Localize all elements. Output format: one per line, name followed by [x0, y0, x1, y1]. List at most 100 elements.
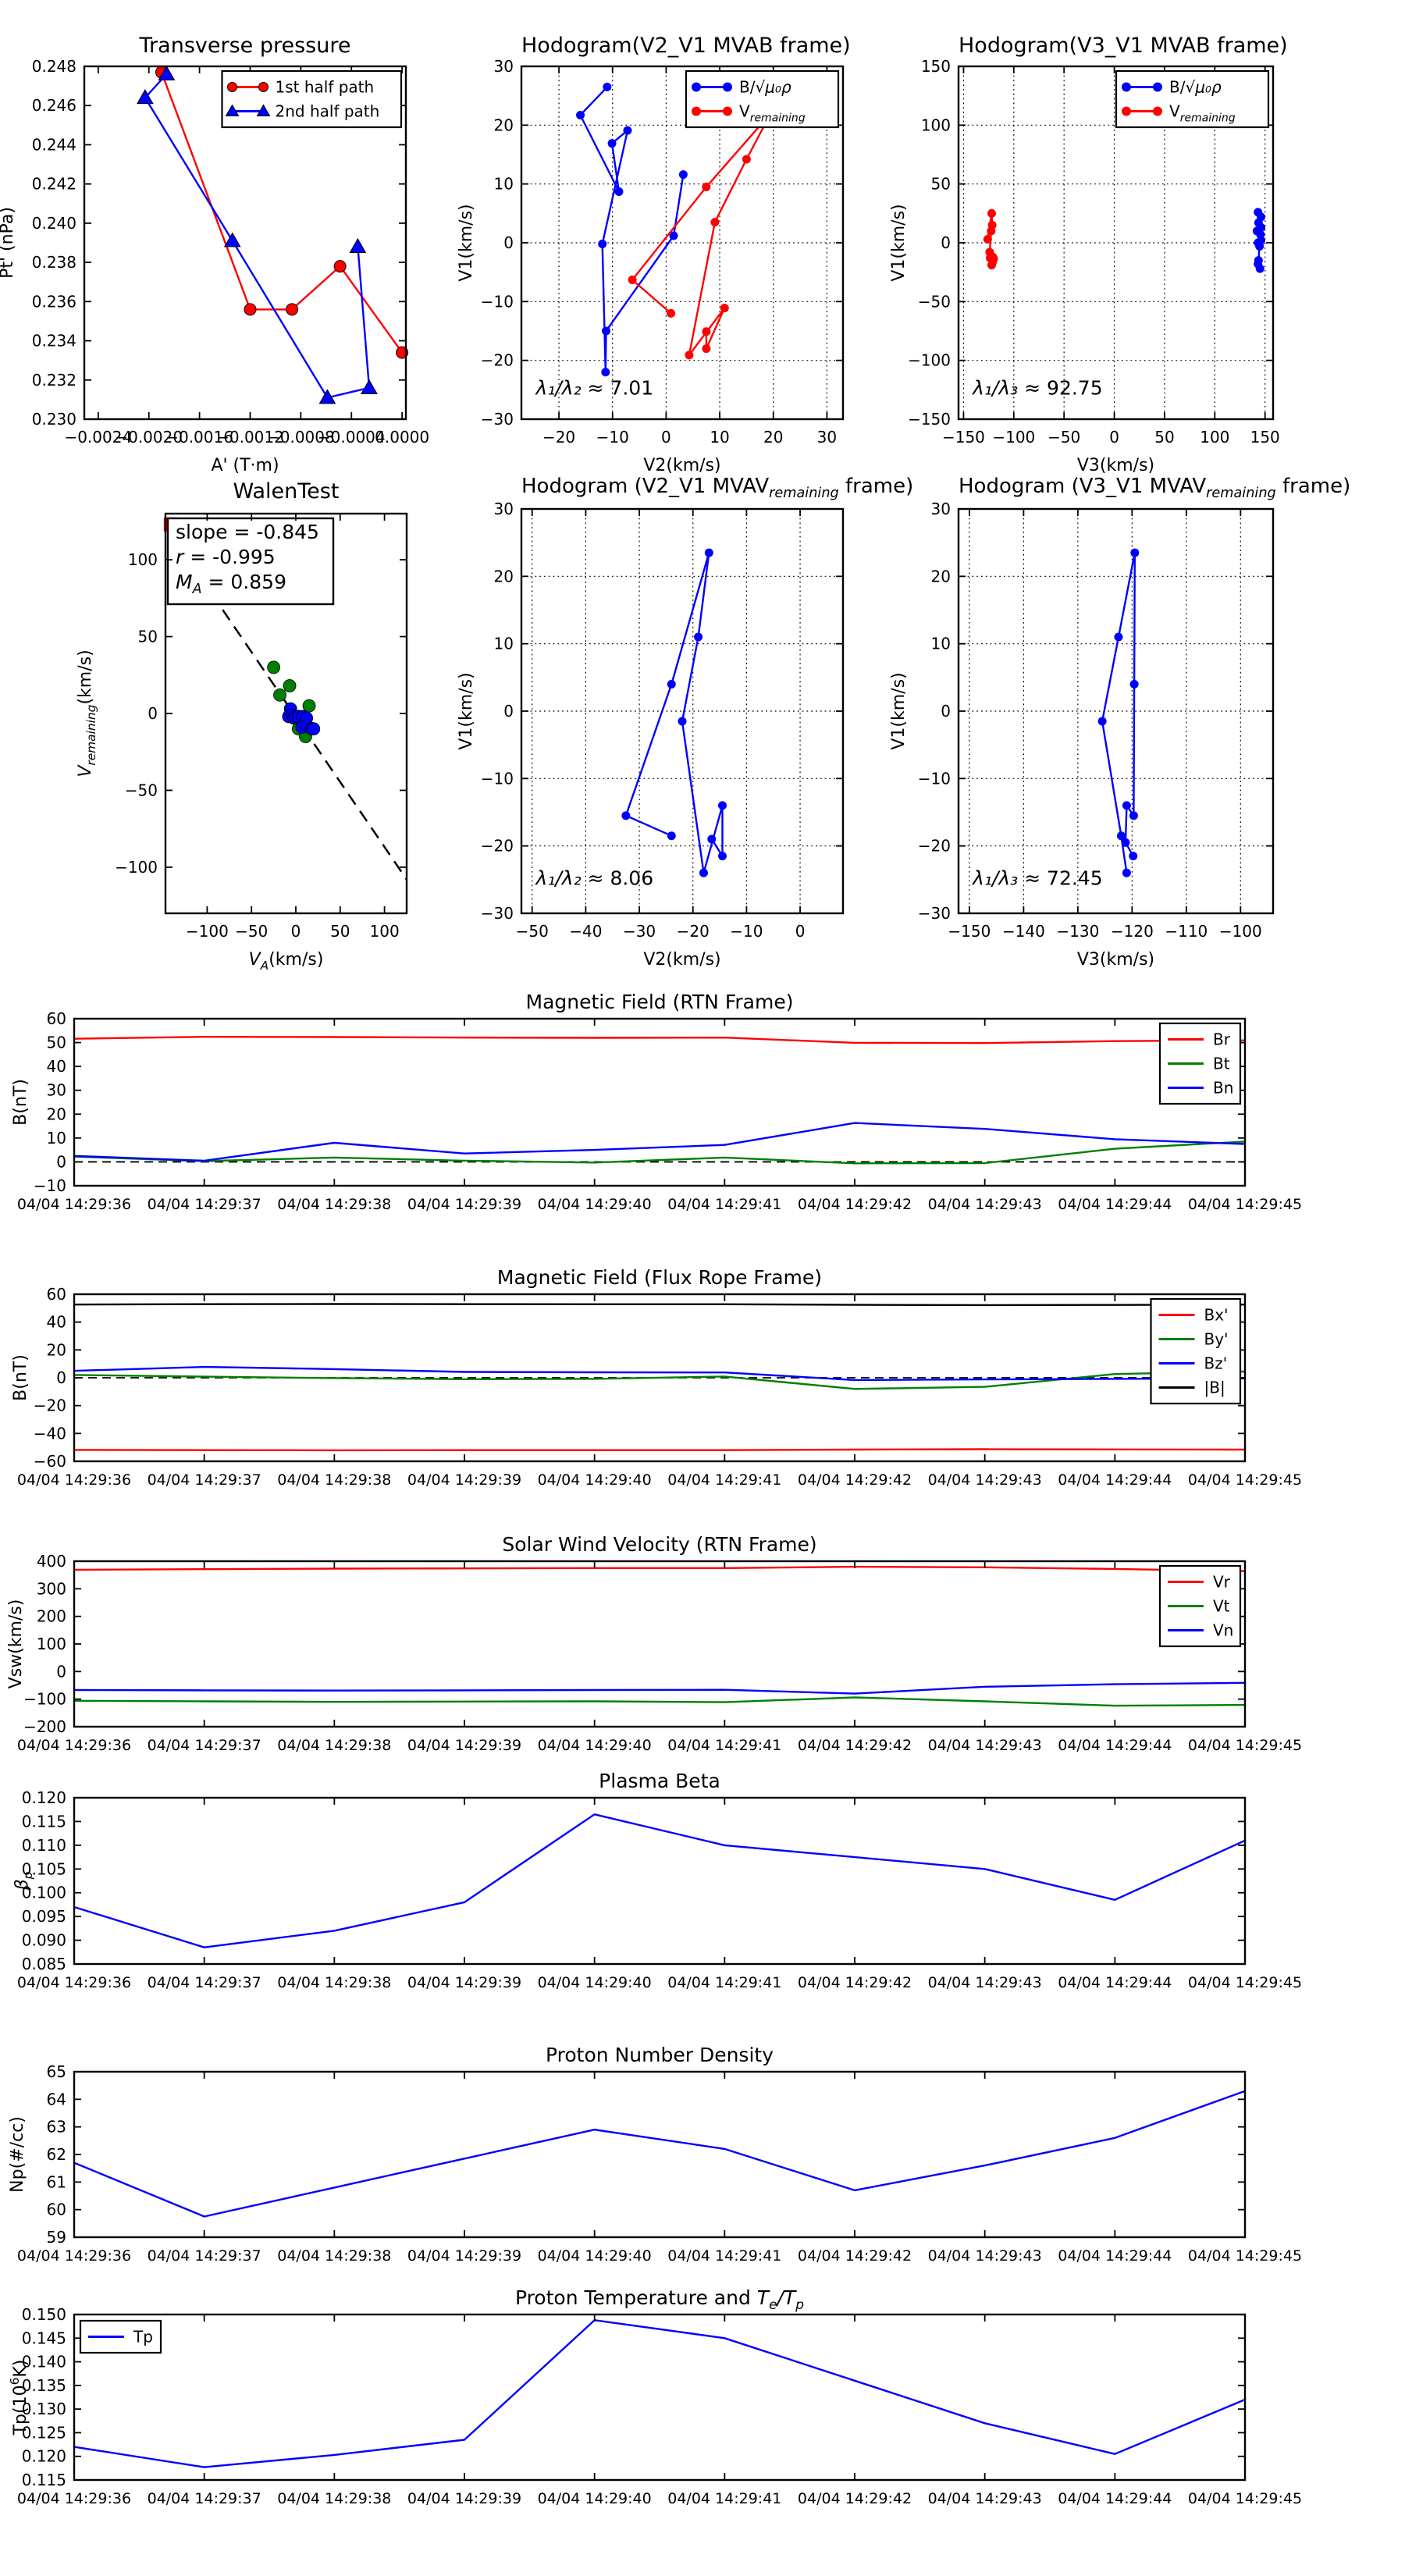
svg-text:2nd half path: 2nd half path	[276, 102, 380, 121]
legend-entry-vremaining: Vremaining	[692, 102, 806, 125]
panel-mag-rtn: 04/04 14:29:36 04/04 14:29:37 04/04 14:29:…	[11, 1009, 1302, 1213]
tick-labels: −150 −140 −130 −120 −110 −100 30 20 10 0 −10 −20 −30	[918, 500, 1262, 941]
svg-text:Vremaining(km/s): Vremaining(km/s)	[76, 649, 98, 777]
svg-text:04/04 14:29:43: 04/04 14:29:43	[928, 1471, 1042, 1489]
svg-text:−0.0016: −0.0016	[165, 428, 233, 447]
tick-labels: −0.0024−0.0020−0.0016−0.0012−0.0008−0.00…	[32, 57, 429, 447]
svg-text:60: 60	[47, 1285, 66, 1304]
svg-text:04/04 14:29:41: 04/04 14:29:41	[667, 1196, 781, 1213]
svg-text:60: 60	[47, 2201, 66, 2219]
proton-temp-title: Proton Temperature and Te/Tp	[514, 2286, 805, 2313]
ticks	[84, 66, 406, 420]
svg-text:0.230: 0.230	[32, 410, 76, 429]
svg-text:−100: −100	[23, 1690, 66, 1709]
svg-text:slope = -0.845: slope = -0.845	[176, 521, 319, 543]
svg-text:04/04 14:29:38: 04/04 14:29:38	[277, 1471, 391, 1489]
svg-text:04/04 14:29:42: 04/04 14:29:42	[798, 1196, 912, 1213]
svg-text:−10: −10	[481, 769, 514, 788]
svg-text:10: 10	[494, 635, 514, 653]
svg-text:04/04 14:29:38: 04/04 14:29:38	[277, 1196, 391, 1213]
legend-entry-bn: Bn	[1168, 1079, 1233, 1098]
svg-text:62: 62	[47, 2145, 66, 2164]
panel-proton-density: 04/04 14:29:36 04/04 14:29:37 04/04 14:29:…	[8, 2062, 1302, 2265]
hodogram-v3v1-mvab-title: Hodogram(V3_V1 MVAB frame)	[959, 34, 1288, 58]
svg-text:59: 59	[47, 2228, 66, 2247]
ticks	[521, 66, 843, 420]
legend-entry-bx: Bx'	[1158, 1306, 1229, 1325]
svg-text:V1(km/s): V1(km/s)	[457, 204, 476, 281]
svg-text:0.236: 0.236	[32, 292, 76, 311]
svg-text:MA = 0.859: MA = 0.859	[176, 571, 286, 597]
svg-text:0: 0	[291, 922, 301, 941]
svg-text:04/04 14:29:38: 04/04 14:29:38	[277, 2490, 391, 2507]
svg-text:04/04 14:29:36: 04/04 14:29:36	[17, 1196, 131, 1213]
svg-text:100: 100	[370, 922, 400, 941]
legend-entry-by: By'	[1158, 1330, 1229, 1349]
ticks	[959, 66, 1273, 420]
svg-text:04/04 14:29:41: 04/04 14:29:41	[667, 2247, 781, 2265]
legend: 1st half path 2nd half path	[221, 69, 403, 129]
svg-text:0.110: 0.110	[22, 1836, 66, 1855]
svg-text:04/04 14:29:39: 04/04 14:29:39	[407, 2247, 521, 2265]
panel-proton-temp: 04/04 14:29:36 04/04 14:29:37 04/04 14:29:…	[8, 2305, 1302, 2507]
svg-text:04/04 14:29:40: 04/04 14:29:40	[538, 1974, 652, 1991]
svg-text:04/04 14:29:41: 04/04 14:29:41	[667, 2490, 781, 2507]
svg-text:04/04 14:29:43: 04/04 14:29:43	[928, 2490, 1042, 2507]
svg-text:100: 100	[921, 116, 951, 134]
svg-text:0: 0	[148, 704, 158, 723]
axes-box	[520, 507, 845, 915]
svg-text:By': By'	[1204, 1330, 1229, 1349]
svg-text:−50: −50	[918, 292, 951, 311]
svg-text:V1(km/s): V1(km/s)	[457, 672, 476, 749]
svg-text:−30: −30	[918, 904, 951, 923]
svg-text:04/04 14:29:40: 04/04 14:29:40	[538, 1737, 652, 1754]
svg-text:βp: βp	[12, 1871, 35, 1891]
svg-text:04/04 14:29:42: 04/04 14:29:42	[798, 2490, 912, 2507]
svg-text:200: 200	[37, 1607, 66, 1626]
svg-text:04/04 14:29:43: 04/04 14:29:43	[928, 1737, 1042, 1754]
panel-plasma-beta: 04/04 14:29:36 04/04 14:29:37 04/04 14:29:…	[12, 1788, 1302, 1991]
svg-text:0.125: 0.125	[22, 2423, 66, 2442]
svg-text:0: 0	[503, 702, 514, 720]
svg-text:λ₁/λ₃ ≈ 72.45: λ₁/λ₃ ≈ 72.45	[971, 867, 1103, 890]
series-V_remaining	[983, 208, 998, 270]
svg-text:04/04 14:29:44: 04/04 14:29:44	[1058, 2490, 1172, 2507]
legend-entry-b: |B|	[1158, 1379, 1225, 1397]
svg-text:50: 50	[47, 1034, 66, 1052]
svg-text:04/04 14:29:44: 04/04 14:29:44	[1058, 1974, 1172, 1991]
svg-text:−50: −50	[516, 922, 549, 941]
svg-text:−50: −50	[235, 922, 268, 941]
svg-text:λ₁/λ₂ ≈ 7.01: λ₁/λ₂ ≈ 7.01	[535, 376, 654, 399]
legend-entry-b: B/√μ₀ρ	[692, 78, 791, 97]
svg-text:60: 60	[47, 1009, 66, 1028]
svg-text:50: 50	[1154, 428, 1174, 447]
svg-text:0: 0	[56, 1662, 66, 1681]
svg-text:04/04 14:29:44: 04/04 14:29:44	[1058, 1737, 1172, 1754]
panel-hodogram-v2v1-mvav: −50 −40 −30 −20 −10 0 30 20 10 0 −10 −20 −30 V2(km/s)…	[457, 500, 845, 970]
legend: B/√μ₀ρ Vremaining	[1115, 69, 1270, 129]
axes-box	[73, 1796, 1247, 1966]
svg-text:−10: −10	[918, 769, 951, 788]
svg-text:20: 20	[494, 116, 514, 134]
panel-walen-test: slope = -0.845 r = -0.995 MA = 0.859 −100 −5…	[76, 512, 408, 973]
svg-text:−10: −10	[730, 922, 763, 941]
svg-text:−20: −20	[918, 837, 951, 856]
panel-mag-fluxrope: 04/04 14:29:36 04/04 14:29:37 04/04 14:29:…	[11, 1285, 1302, 1489]
vsw-rtn-title: Solar Wind Velocity (RTN Frame)	[502, 1533, 817, 1556]
svg-text:B/√μ₀ρ: B/√μ₀ρ	[1169, 78, 1222, 97]
legend: Br Bt Bn	[1158, 1022, 1242, 1105]
axes-box	[83, 65, 407, 421]
svg-text:20: 20	[47, 1340, 66, 1359]
svg-text:−10: −10	[34, 1176, 66, 1195]
svg-text:λ₁/λ₃ ≈ 92.75: λ₁/λ₃ ≈ 92.75	[971, 376, 1103, 399]
svg-text:10: 10	[931, 635, 951, 653]
svg-text:04/04 14:29:36: 04/04 14:29:36	[17, 2490, 131, 2507]
svg-text:04/04 14:29:44: 04/04 14:29:44	[1058, 1471, 1172, 1489]
svg-text:0: 0	[1109, 428, 1119, 447]
series-|B|	[73, 1303, 1247, 1307]
svg-text:λ₁/λ₂ ≈ 8.06: λ₁/λ₂ ≈ 8.06	[535, 867, 654, 890]
svg-text:30: 30	[931, 500, 951, 518]
legend-entry-vr: Vr	[1168, 1573, 1231, 1592]
svg-text:20: 20	[494, 567, 514, 585]
